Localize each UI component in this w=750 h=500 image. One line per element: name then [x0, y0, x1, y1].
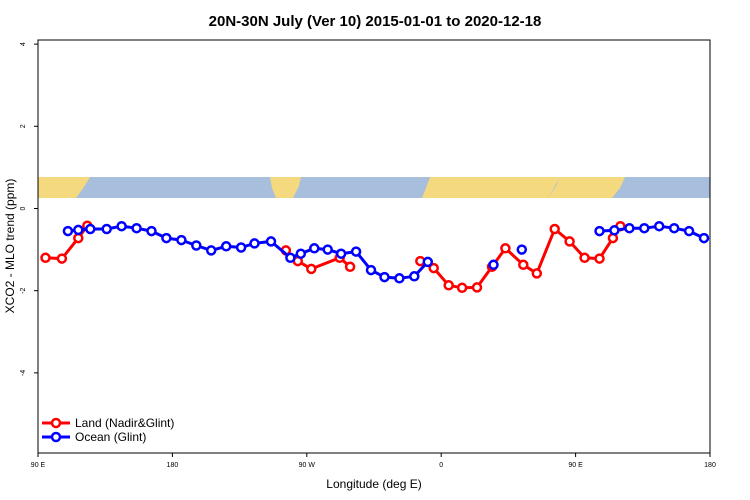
x-tick-label: 180	[704, 462, 716, 469]
ocean-data-point	[488, 259, 499, 271]
ocean-data-point	[295, 248, 307, 259]
y-tick-label: 0	[20, 206, 27, 210]
ocean-data-point	[698, 232, 710, 244]
ocean-data-point	[394, 273, 405, 284]
land-series	[40, 220, 626, 294]
ocean-data-point	[350, 246, 362, 257]
y-tick-label: -4	[20, 370, 27, 376]
ocean-data-point	[624, 222, 635, 234]
ocean-data-point	[205, 245, 217, 256]
ocean-data-point	[191, 240, 202, 251]
land-band-north-america	[270, 177, 301, 198]
ocean-data-point	[335, 248, 347, 259]
ocean-data-point	[220, 241, 232, 252]
land-band-africa	[422, 177, 560, 198]
ocean-data-point	[409, 271, 420, 282]
ocean-data-point	[609, 225, 620, 236]
land-data-point	[40, 252, 51, 264]
y-tick-label: 2	[20, 124, 27, 128]
land-band-asia-west	[38, 177, 90, 198]
x-tick-label: 90 E	[31, 462, 46, 469]
land-data-point	[579, 252, 590, 264]
ocean-data-point	[285, 252, 296, 264]
ocean-data-point	[101, 223, 112, 235]
x-tick-label: 0	[439, 462, 443, 469]
legend: Land (Nadir&Glint)Ocean (Glint)	[42, 416, 174, 444]
ocean-data-point	[668, 222, 680, 234]
land-data-point	[306, 263, 317, 275]
map-band	[38, 177, 710, 198]
x-tick-label: 90 W	[299, 462, 316, 469]
land-data-point	[500, 243, 511, 254]
land-data-point	[428, 262, 439, 274]
land-data-point	[564, 236, 575, 247]
chart-title: 20N-30N July (Ver 10) 2015-01-01 to 2020…	[209, 13, 542, 30]
ocean-data-point	[62, 225, 74, 237]
land-data-point	[531, 268, 543, 279]
ocean-data-point	[161, 232, 172, 244]
y-tick-label: 4	[20, 42, 27, 46]
ocean-data-point	[309, 243, 320, 254]
ocean-data-point	[176, 234, 187, 246]
ocean-data-point	[653, 220, 665, 232]
ocean-series	[62, 220, 710, 284]
land-data-point	[443, 280, 454, 291]
ocean-data-point	[235, 242, 247, 253]
legend-land-label: Land (Nadir&Glint)	[75, 416, 174, 430]
land-data-point	[518, 259, 529, 271]
land-data-point	[56, 253, 68, 264]
y-axis-label: XCO2 - MLO trend (ppm)	[3, 179, 17, 314]
land-band-asia-east	[548, 177, 625, 198]
series-layer	[40, 220, 710, 294]
x-axis: 90 E 180 90 W 0 90 E 180	[31, 453, 716, 469]
land-data-point	[594, 253, 605, 264]
ocean-data-point	[85, 223, 96, 235]
x-axis-label: Longitude (deg E)	[326, 477, 421, 491]
ocean-data-point	[639, 222, 650, 234]
ocean-data-point	[265, 236, 277, 247]
ocean-data-point	[422, 256, 434, 268]
ocean-data-point	[249, 238, 260, 249]
ocean-data-point	[322, 244, 333, 255]
x-tick-label: 90 E	[568, 462, 583, 469]
ocean-data-point	[73, 224, 84, 236]
ocean-data-point	[516, 244, 528, 255]
land-data-point	[549, 223, 560, 235]
y-axis: 4 2 0 -2 -4	[20, 42, 38, 376]
legend-land-marker	[50, 417, 62, 429]
ocean-data-point	[683, 225, 695, 237]
ocean-data-point	[116, 220, 127, 232]
ocean-data-point	[594, 225, 605, 237]
y-tick-label: -2	[20, 287, 27, 293]
land-data-point	[456, 282, 468, 294]
legend-ocean-marker	[50, 431, 62, 443]
x-tick-label: 180	[167, 462, 179, 469]
legend-ocean-label: Ocean (Glint)	[75, 430, 146, 444]
land-data-point	[73, 232, 84, 244]
ocean-data-point	[379, 271, 390, 283]
ocean-data-point	[131, 222, 142, 234]
ocean-data-point	[146, 225, 157, 237]
plot-frame	[37, 39, 711, 454]
ocean-data-point	[365, 264, 377, 276]
land-series-line	[419, 225, 622, 290]
land-data-point	[471, 282, 483, 293]
land-data-point	[344, 261, 356, 273]
